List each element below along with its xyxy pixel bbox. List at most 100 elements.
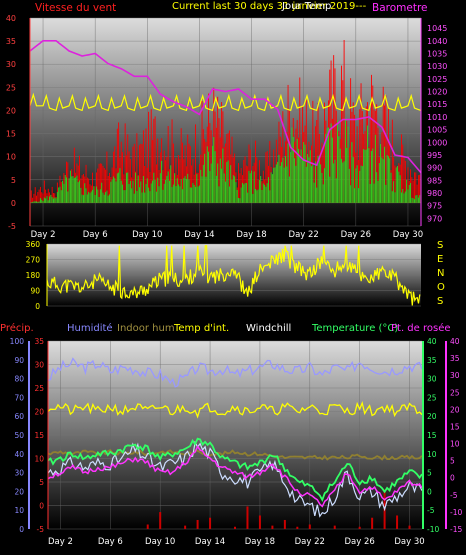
wind-baro-series	[29, 39, 422, 203]
wind-dir-axis-ticks: 0 90 180 270 360	[26, 240, 41, 311]
wind-tick-2: 5	[11, 176, 16, 185]
dewpoint-tick-4: 5	[450, 457, 455, 466]
temperature-line	[47, 437, 423, 503]
wind-dir-tick-1: 90	[30, 287, 40, 296]
temp-left-tick-2: 5	[39, 478, 44, 487]
wind-tick-3: 10	[6, 153, 16, 162]
compass-label-2: N	[437, 268, 444, 279]
baro-tick-14: 1040	[427, 37, 447, 46]
baro-tick-9: 1015	[427, 100, 447, 109]
temp-right-tick-4: 10	[427, 450, 437, 459]
temp-left-tick-0: -5	[37, 525, 45, 534]
dewpoint-tick-0: -15	[450, 525, 462, 534]
precip-bar	[159, 512, 162, 529]
baro-tick-1: 975	[427, 202, 442, 211]
baro-tick-0: 970	[427, 214, 442, 223]
dewpoint-tick-3: 0	[450, 474, 455, 483]
baro-tick-8: 1010	[427, 113, 447, 122]
baro-tick-7: 1005	[427, 126, 447, 135]
temp-left-tick-5: 20	[34, 408, 44, 417]
x-tick-label-4: Day 18	[236, 230, 266, 240]
indoor-temp-line	[29, 92, 422, 112]
precip-bar	[258, 515, 261, 529]
dewpoint-tick-10: 35	[450, 354, 460, 363]
humidity-tick-0: 0	[19, 525, 24, 534]
baro-tick-4: 990	[427, 164, 442, 173]
precip-bar	[408, 525, 411, 529]
temp-left-tick-4: 15	[34, 431, 44, 440]
legend-item-5: Temperature (°C)	[311, 323, 398, 334]
precip-bar	[246, 506, 249, 529]
x-tick-label-2: Day 10	[145, 537, 175, 547]
x-tick-label-5: Day 22	[295, 537, 325, 547]
wind-dir-series	[46, 245, 421, 306]
humidity-tick-10: 100	[10, 337, 25, 346]
temp-left-tick-8: 35	[34, 337, 44, 346]
baro-tick-6: 1000	[427, 138, 447, 147]
x-tick-label-1: Day 6	[98, 537, 123, 547]
wind-tick-0: -5	[8, 222, 16, 231]
wind-dir-tick-2: 180	[26, 271, 41, 280]
temp-left-tick-6: 25	[34, 384, 44, 393]
x-tick-label-0: Day 2	[31, 230, 56, 240]
barometer-line	[29, 39, 422, 174]
precip-bar	[146, 524, 149, 529]
windchill-line	[47, 440, 423, 518]
legend-item-1: Humidité	[67, 322, 113, 334]
x-tick-label-5: Day 22	[289, 230, 319, 240]
wind-dir-tick-4: 360	[26, 240, 41, 249]
wind-dir-grid	[47, 243, 421, 307]
wind-tick-8: 35	[6, 37, 16, 46]
temp-right-tick-10: 40	[427, 337, 437, 346]
precip-bar	[371, 517, 374, 529]
x-tick-label-2: Day 10	[132, 230, 162, 240]
baro-axis-ticks: 970 975 980 985 990 995 1000 1005 1010 1015 1020 10…	[427, 24, 447, 223]
compass-label-3: O	[437, 282, 445, 293]
humidity-tick-2: 20	[14, 487, 24, 496]
indoor-hum-line	[47, 449, 423, 461]
temp-right-tick-8: 30	[427, 375, 437, 384]
legend-item-6: Pt. de rosée	[391, 322, 451, 334]
x-tick-label-4: Day 18	[245, 537, 275, 547]
temp-left-tick-7: 30	[34, 361, 44, 370]
x-tick-label-6: Day 26	[341, 230, 371, 240]
baro-tick-10: 1020	[427, 88, 447, 97]
wind-tick-9: 40	[6, 14, 16, 23]
dewpoint-tick-2: -5	[450, 491, 458, 500]
x-tick-label-3: Day 14	[195, 537, 225, 547]
temp-left-tick-1: 0	[39, 502, 44, 511]
temp-series	[47, 357, 423, 529]
temp-right-tick-7: 25	[427, 393, 437, 402]
humidity-tick-4: 40	[14, 450, 24, 459]
temp-right-tick-3: 5	[427, 469, 432, 478]
temp-right-tick-5: 15	[427, 431, 437, 440]
temp-legend: Précip. Humidité Indoor hum Temp d'int. Wind…	[0, 322, 451, 334]
dewpoint-tick-1: -10	[450, 508, 462, 517]
precip-bar	[396, 515, 399, 529]
humidity-tick-1: 10	[14, 506, 24, 515]
compass-label-1: E	[437, 254, 443, 265]
humidity-tick-7: 70	[14, 393, 24, 402]
humidity-tick-5: 50	[14, 431, 24, 440]
baro-tick-11: 1025	[427, 75, 447, 84]
temp-right-tick-2: 0	[427, 487, 432, 496]
x-tick-label-3: Day 14	[184, 230, 214, 240]
x-tick-label-0: Day 2	[48, 537, 73, 547]
precip-bar	[333, 525, 336, 529]
baro-tick-13: 1035	[427, 50, 447, 59]
legend-item-2: Indoor hum	[117, 323, 175, 334]
humidity-tick-3: 30	[14, 469, 24, 478]
baro-tick-2: 980	[427, 189, 442, 198]
humidity-tick-8: 80	[14, 375, 24, 384]
wind-direction-line	[46, 245, 421, 306]
baro-tick-12: 1030	[427, 62, 447, 71]
wind-dir-tick-0: 0	[35, 302, 40, 311]
wind-tick-5: 20	[6, 106, 16, 115]
indoor-temp-line-2	[47, 401, 423, 419]
baro-axis-label: Barometre	[372, 2, 428, 14]
baro-tick-3: 985	[427, 176, 442, 185]
legend-item-3: Temp d'int.	[173, 323, 229, 334]
humidity-tick-6: 60	[14, 412, 24, 421]
legend-item-4: Windchill	[246, 323, 291, 334]
